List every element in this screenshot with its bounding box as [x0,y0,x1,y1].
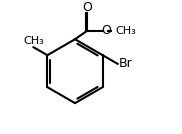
Text: Br: Br [119,57,132,70]
Text: CH₃: CH₃ [23,36,44,46]
Text: O: O [101,24,111,37]
Text: O: O [82,1,92,14]
Text: CH₃: CH₃ [115,26,136,36]
